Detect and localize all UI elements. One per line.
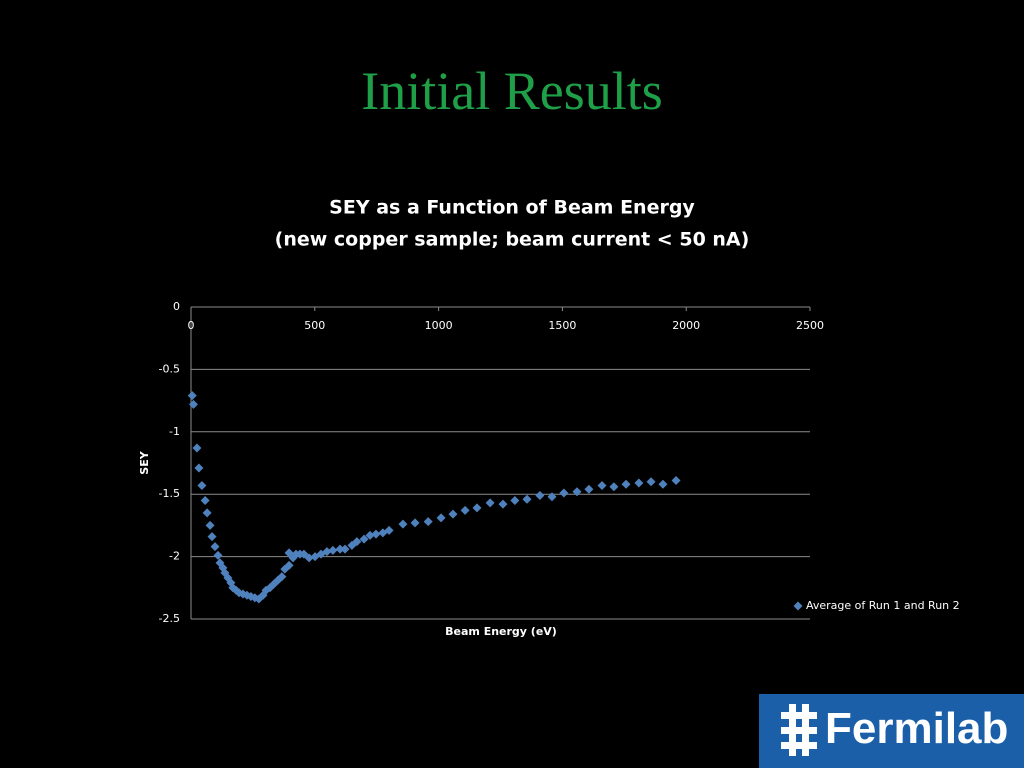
x-tick-label: 0 [188, 319, 195, 332]
data-point [365, 530, 375, 540]
x-tick-label: 2500 [796, 319, 824, 332]
legend-marker [793, 601, 803, 611]
data-point [194, 463, 204, 473]
data-point [284, 560, 294, 570]
y-tick-label: -2 [169, 550, 180, 563]
data-point [658, 479, 668, 489]
data-point [335, 544, 345, 554]
data-point [192, 443, 202, 453]
y-tick-label: -1 [169, 425, 180, 438]
data-point [352, 537, 362, 547]
y-tick-label: 0 [173, 300, 180, 313]
data-point [436, 513, 446, 523]
data-point [322, 547, 332, 557]
data-point [597, 480, 607, 490]
chart-title: SEY as a Function of Beam Energy [329, 197, 695, 219]
data-point [340, 544, 350, 554]
data-point [634, 478, 644, 488]
data-point [210, 542, 220, 552]
y-tick-label: -2.5 [159, 612, 180, 625]
x-tick-label: 500 [304, 319, 325, 332]
data-point [188, 399, 198, 409]
y-tick-label: -0.5 [159, 362, 180, 375]
x-tick-label: 1500 [548, 319, 576, 332]
data-point [485, 498, 495, 508]
data-point [200, 495, 210, 505]
data-point [277, 572, 287, 582]
data-point [202, 508, 212, 518]
data-point [671, 475, 681, 485]
logo-icon [781, 704, 817, 756]
data-point [359, 534, 369, 544]
data-point [621, 479, 631, 489]
data-point [609, 482, 619, 492]
data-point [384, 525, 394, 535]
logo: Fermilab [759, 694, 1024, 768]
data-point [187, 391, 197, 401]
data-point [498, 499, 508, 509]
data-point [328, 545, 338, 555]
x-axis-title: Beam Energy (eV) [445, 625, 557, 638]
data-point [304, 553, 314, 563]
chart-subtitle: (new copper sample; beam current < 50 nA… [275, 229, 750, 251]
data-point [535, 490, 545, 500]
legend-label: Average of Run 1 and Run 2 [806, 599, 960, 612]
data-point [423, 517, 433, 527]
data-point [584, 484, 594, 494]
data-point [547, 492, 557, 502]
data-point [213, 550, 223, 560]
logo-text: Fermilab [825, 704, 1009, 753]
y-axis-title: SEY [138, 450, 151, 474]
slide-title: Initial Results [361, 61, 663, 121]
data-point [205, 520, 215, 530]
data-point [410, 518, 420, 528]
data-point [197, 480, 207, 490]
data-point [559, 488, 569, 498]
data-point [510, 495, 520, 505]
data-point [398, 519, 408, 529]
x-tick-label: 2000 [672, 319, 700, 332]
data-point [448, 509, 458, 519]
data-point [460, 505, 470, 515]
x-tick-label: 1000 [425, 319, 453, 332]
y-tick-label: -1.5 [159, 487, 180, 500]
data-point [572, 487, 582, 497]
data-point [371, 529, 381, 539]
data-point [207, 532, 217, 542]
data-point [646, 477, 656, 487]
data-point [472, 503, 482, 513]
data-point [522, 494, 532, 504]
